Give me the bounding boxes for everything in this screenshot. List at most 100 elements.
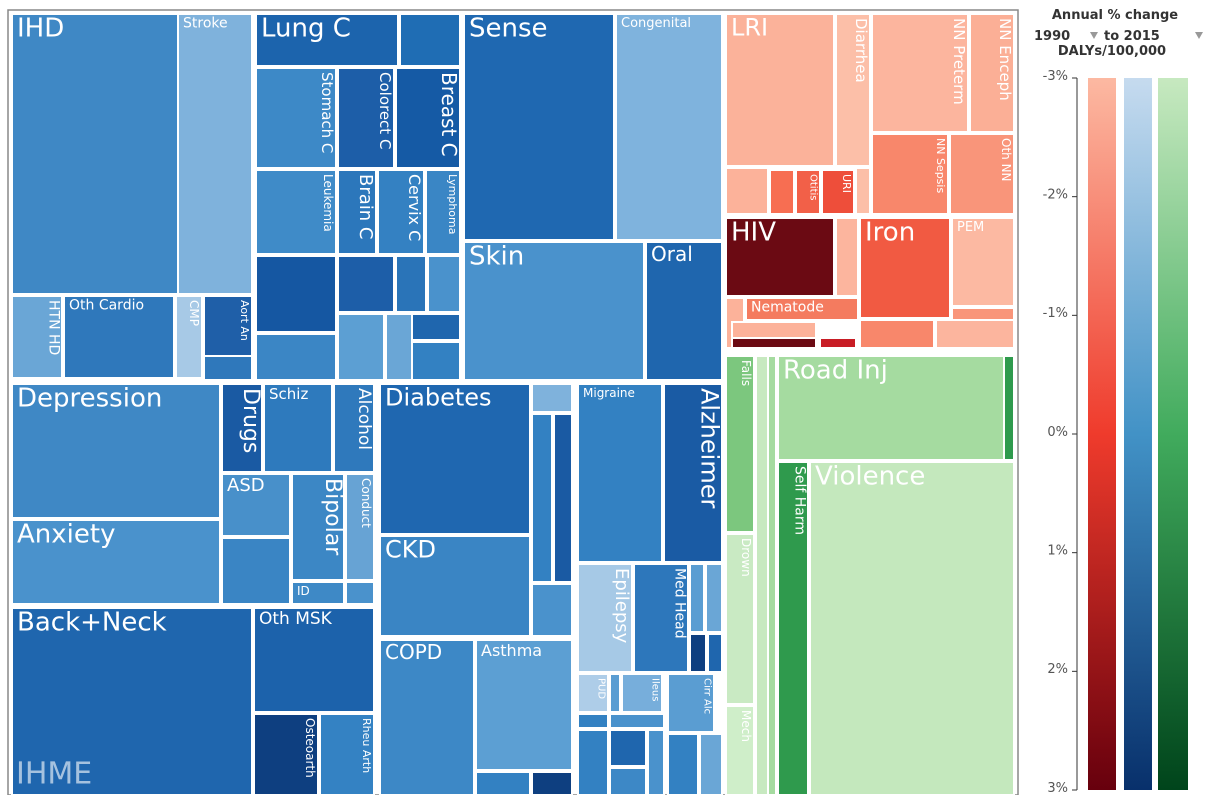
cell-label: Epilepsy [611, 568, 632, 644]
tick-label: 2% [1047, 662, 1068, 677]
cell-label: Self Harm [791, 466, 807, 535]
treemap-cell [935, 319, 1015, 349]
dropdown-arrow[interactable] [1195, 32, 1203, 39]
treemap-cell [255, 333, 337, 381]
treemap-cell [333, 383, 375, 473]
treemap-cell [291, 473, 345, 581]
cell-label: Leukemia [321, 174, 335, 232]
treemap-cell [337, 255, 395, 313]
tick-label: 3% [1047, 781, 1068, 795]
cell-label: Anxiety [17, 519, 115, 549]
treemap-cell [725, 13, 835, 167]
treemap-cell [221, 537, 291, 605]
treemap-cell [385, 313, 413, 381]
cell-label: ASD [227, 475, 265, 496]
treemap-cell [253, 607, 375, 713]
cell-label: Cirr Alc [702, 678, 713, 714]
cell-label: Violence [815, 461, 925, 491]
treemap-cell [835, 217, 859, 297]
treemap-cell [777, 461, 809, 795]
treemap-cell [319, 713, 375, 795]
treemap-cell [411, 341, 461, 381]
treemap-cell [609, 767, 647, 795]
treemap-cell [345, 581, 375, 605]
treemap-cell [11, 383, 221, 519]
treemap-cell [531, 383, 573, 413]
treemap-cell [769, 169, 795, 215]
cell-label: PEM [957, 220, 984, 235]
treemap-cell [819, 337, 857, 349]
treemap-cell [699, 733, 723, 795]
treemap-cell [177, 13, 253, 295]
tick-label: -1% [1043, 306, 1068, 321]
color-bar [1158, 78, 1188, 790]
treemap-cell [463, 241, 645, 381]
cell-label: NN Preterm [950, 18, 968, 105]
treemap-cell [725, 705, 755, 795]
treemap-cell [609, 729, 647, 767]
treemap-cell [221, 383, 263, 473]
treemap-cell [255, 169, 337, 255]
treemap-cell [647, 729, 665, 795]
legend-start: 1990 [1034, 29, 1070, 44]
treemap-cell [553, 413, 573, 583]
treemap-cell [821, 169, 855, 215]
cell-label: Asthma [481, 641, 542, 660]
cell-label: URI [840, 174, 853, 193]
treemap-cell [615, 13, 723, 241]
treemap-cell [255, 13, 399, 67]
cell-label: Diarrhea [852, 18, 870, 83]
treemap-cell [725, 533, 755, 705]
treemap-cell [633, 563, 689, 673]
cell-label: Sense [469, 13, 548, 43]
treemap-cell [337, 169, 377, 255]
treemap-cell [11, 13, 179, 295]
treemap-cell [11, 295, 63, 379]
cell-label: Oth MSK [259, 609, 333, 629]
cell-label: LRI [731, 14, 768, 42]
legend-metric: DALYs/100,000 [1058, 44, 1166, 59]
cell-label: Brain C [355, 174, 376, 239]
cell-label: Aort An [238, 300, 251, 341]
treemap-cell [725, 355, 755, 533]
treemap-cell [63, 295, 175, 379]
treemap-cell [337, 67, 395, 169]
cell-label: Stroke [183, 16, 228, 32]
treemap-cell [263, 383, 333, 473]
treemap-cell [475, 771, 531, 795]
cell-label: Mech [739, 710, 753, 742]
treemap-cell [475, 639, 573, 771]
treemap-cell [689, 633, 707, 673]
cell-label: HTN HD [45, 300, 61, 355]
cell-label: Lymphoma [446, 174, 459, 234]
treemap-cell [609, 713, 665, 729]
cell-label: Lung C [261, 13, 351, 43]
cell-label: Drown [739, 538, 753, 577]
treemap-cell [621, 673, 663, 713]
treemap-cell [399, 13, 461, 67]
treemap-cell [705, 563, 723, 633]
treemap-cell [255, 255, 337, 333]
treemap-cell [531, 583, 573, 637]
treemap-cell [221, 473, 291, 537]
cell-label: IHD [17, 13, 64, 43]
cell-label: PUD [596, 678, 607, 699]
treemap-cell [577, 673, 609, 713]
treemap-cell [777, 355, 1005, 461]
cell-label: Drugs [238, 388, 263, 453]
cell-label: NN Sepsis [934, 138, 947, 193]
treemap-cell [175, 295, 203, 379]
treemap-cell [203, 355, 253, 381]
cell-label: CKD [385, 536, 436, 564]
cell-label: Falls [739, 360, 753, 386]
cell-label: ID [297, 584, 310, 598]
treemap-cell [379, 535, 531, 637]
watermark: IHME [16, 757, 92, 792]
treemap-cell [253, 713, 319, 795]
treemap-cell [949, 133, 1015, 215]
treemap-cell [427, 255, 461, 313]
cell-label: NN Enceph [996, 18, 1014, 101]
cell-label: Bipolar [320, 478, 345, 556]
dropdown-arrow[interactable] [1090, 32, 1098, 39]
cell-label: Ileus [650, 678, 661, 701]
